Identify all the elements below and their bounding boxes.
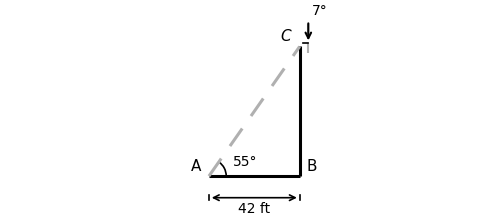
Text: 42 ft: 42 ft [238,202,270,216]
Text: B: B [306,159,317,174]
Text: 7°: 7° [312,4,327,18]
Text: A: A [191,159,201,174]
Text: C: C [281,29,291,44]
Text: 55°: 55° [233,154,257,169]
